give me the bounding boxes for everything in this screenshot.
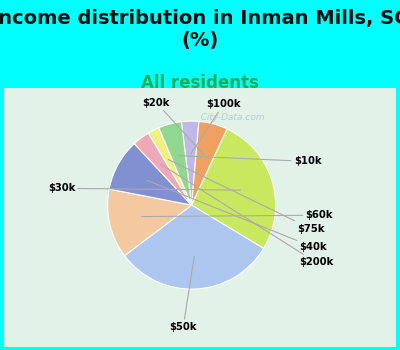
Text: $40k: $40k (147, 180, 327, 252)
Text: $60k: $60k (142, 210, 333, 220)
Text: Income distribution in Inman Mills, SC
(%): Income distribution in Inman Mills, SC (… (0, 9, 400, 50)
Wedge shape (148, 128, 192, 205)
FancyBboxPatch shape (0, 85, 400, 349)
Text: City-Data.com: City-Data.com (192, 113, 265, 122)
Wedge shape (192, 121, 227, 205)
Text: $50k: $50k (170, 256, 197, 332)
Text: $20k: $20k (143, 98, 205, 156)
Text: All residents: All residents (141, 74, 259, 91)
Wedge shape (108, 189, 192, 256)
Wedge shape (181, 121, 199, 205)
Wedge shape (192, 129, 276, 248)
Wedge shape (159, 122, 192, 205)
Text: $200k: $200k (161, 164, 333, 267)
Wedge shape (124, 205, 264, 289)
Text: $100k: $100k (191, 99, 241, 154)
Text: $75k: $75k (168, 160, 325, 233)
Text: $10k: $10k (178, 156, 321, 166)
Text: $30k: $30k (48, 183, 240, 193)
Wedge shape (109, 144, 192, 205)
Wedge shape (134, 133, 192, 205)
